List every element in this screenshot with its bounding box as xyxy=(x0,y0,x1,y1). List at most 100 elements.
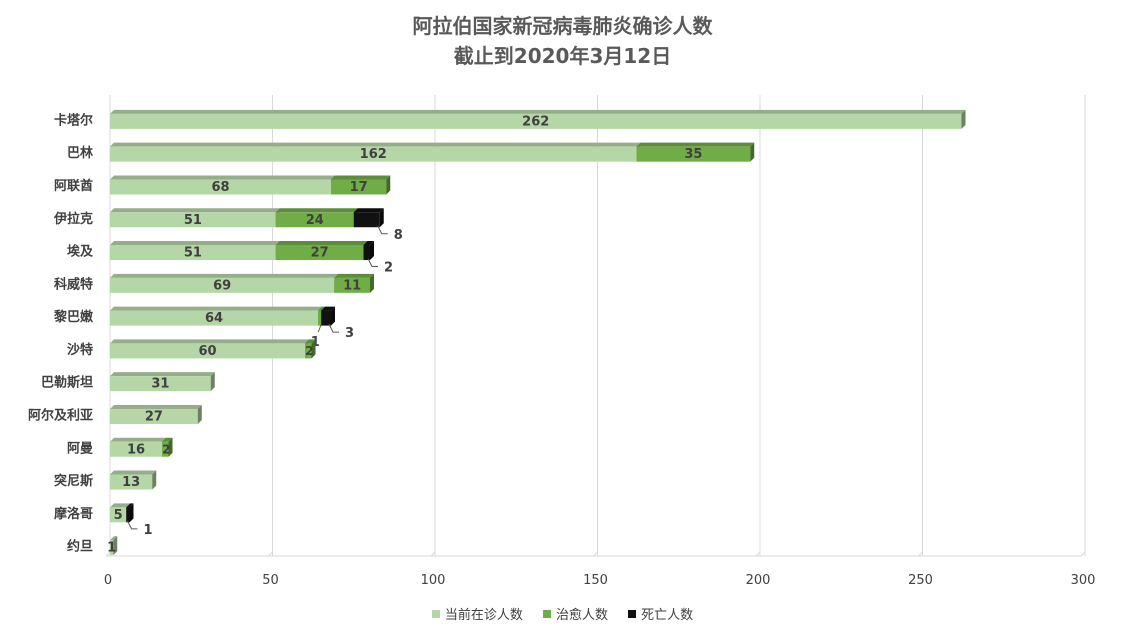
bar-top xyxy=(110,273,339,278)
category-label: 巴林 xyxy=(67,145,93,161)
bar-top xyxy=(162,437,173,442)
data-label-active: 13 xyxy=(122,475,140,490)
bar-segment xyxy=(110,441,162,457)
bar-side xyxy=(168,437,173,457)
legend: 当前在诊人数 治愈人数 死亡人数 xyxy=(0,604,1125,623)
bar-side xyxy=(113,536,118,556)
bar-top xyxy=(110,437,166,442)
chart-subtitle: 截止到2020年3月12日 xyxy=(453,44,672,68)
data-label-active: 51 xyxy=(184,246,202,261)
x-tick-label: 0 xyxy=(104,573,112,588)
bar-segment xyxy=(275,212,354,228)
gridline-foot xyxy=(918,551,923,557)
data-label-deaths: 3 xyxy=(345,326,354,341)
category-label: 阿尔及利亚 xyxy=(28,407,93,423)
chart-title: 阿拉伯国家新冠病毒肺炎确诊人数 xyxy=(412,14,713,38)
bar-segment xyxy=(305,343,312,359)
bar-side xyxy=(961,109,966,129)
bar-top xyxy=(110,372,215,377)
bar-side xyxy=(370,241,374,261)
bar-segment xyxy=(110,507,127,523)
x-tick-label: 200 xyxy=(746,573,771,588)
bar-segment xyxy=(126,507,130,523)
x-tick-label: 100 xyxy=(421,573,446,588)
data-label-active: 51 xyxy=(184,213,202,228)
gridline-foot xyxy=(755,551,761,557)
bar-top xyxy=(318,306,326,311)
bar-segment xyxy=(334,277,370,293)
data-label-active: 60 xyxy=(198,344,216,359)
bar-segment xyxy=(636,146,751,162)
category-label: 阿联酋 xyxy=(54,178,93,194)
bar-side xyxy=(129,503,134,523)
bar-top xyxy=(110,536,118,541)
bar-segment xyxy=(331,179,387,195)
callout-line xyxy=(377,225,388,235)
data-label-active: 27 xyxy=(145,409,163,424)
data-label-recovered: 17 xyxy=(350,180,368,195)
category-label: 约旦 xyxy=(67,539,93,555)
data-label-recovered: 24 xyxy=(306,213,324,228)
data-label-active: 1 xyxy=(107,541,116,556)
bar-segment xyxy=(363,245,370,261)
callout-line xyxy=(127,520,138,530)
legend-label-active: 当前在诊人数 xyxy=(444,608,523,623)
bar-top xyxy=(110,404,202,409)
data-label-active: 69 xyxy=(213,278,231,293)
bar-side xyxy=(379,208,384,228)
data-label-active: 31 xyxy=(151,377,169,392)
gridline-foot xyxy=(105,551,111,557)
bar-top xyxy=(110,175,335,180)
bar-segment xyxy=(162,441,169,457)
bar-segment xyxy=(275,245,364,261)
bar-segment xyxy=(110,113,962,129)
legend-label-deaths: 死亡人数 xyxy=(641,608,694,623)
category-label: 科威特 xyxy=(54,276,93,292)
bar-side xyxy=(750,142,755,162)
bar-top xyxy=(110,241,280,246)
bar-top xyxy=(275,208,358,213)
category-label: 埃及 xyxy=(67,244,94,260)
bar-top xyxy=(275,241,368,246)
gridline-foot xyxy=(1080,551,1086,557)
data-label-active: 5 xyxy=(114,508,123,523)
bar-top xyxy=(110,306,322,311)
category-label: 伊拉克 xyxy=(53,211,93,227)
legend-swatch-active xyxy=(431,609,440,618)
data-label-recovered: 2 xyxy=(305,344,313,358)
legend-label-recovered: 治愈人数 xyxy=(555,608,608,623)
bar-segment xyxy=(110,343,305,359)
bar-segment xyxy=(110,277,335,293)
bar-segment xyxy=(110,540,114,556)
bar-top xyxy=(636,142,755,147)
data-label-recovered: 35 xyxy=(684,147,702,162)
bar-top xyxy=(321,306,335,311)
bar-segment xyxy=(110,212,276,228)
bar-side xyxy=(197,404,202,424)
x-tick-label: 50 xyxy=(262,573,279,588)
bar-top xyxy=(110,109,966,114)
data-label-active: 162 xyxy=(360,147,387,162)
callout-line xyxy=(328,323,339,333)
x-tick-label: 150 xyxy=(583,573,608,588)
bar-top xyxy=(110,339,309,344)
x-tick-label: 300 xyxy=(1071,573,1096,588)
bar-segment xyxy=(110,245,276,261)
data-label-recovered: 2 xyxy=(162,442,170,456)
bar-top xyxy=(334,273,374,278)
bar-top xyxy=(110,142,641,147)
data-label-active: 262 xyxy=(522,114,549,129)
legend-swatch-deaths xyxy=(628,609,637,618)
data-label-active: 64 xyxy=(205,311,223,326)
callout-line xyxy=(367,258,378,268)
legend-swatch-recovered xyxy=(542,609,551,618)
category-label: 卡塔尔 xyxy=(54,112,93,128)
category-label: 沙特 xyxy=(67,342,93,358)
bar-segment xyxy=(110,146,637,162)
bar-segment xyxy=(110,310,318,326)
gridline-foot xyxy=(430,551,436,557)
data-label-active: 16 xyxy=(127,442,145,457)
bar-top xyxy=(126,503,134,508)
